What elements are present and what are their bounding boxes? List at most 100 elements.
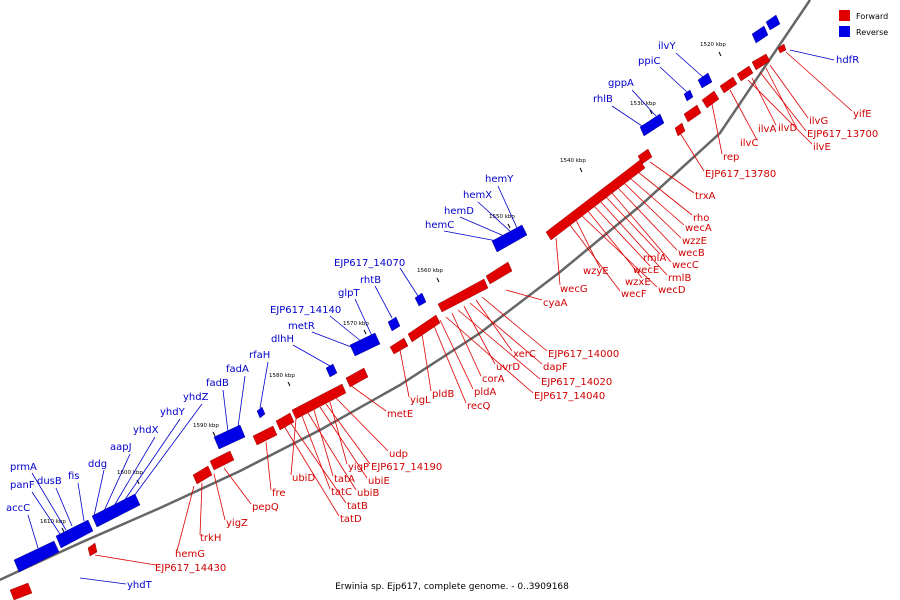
- leader-line: [199, 482, 203, 536]
- gene-block-reverse[interactable]: [491, 224, 528, 253]
- legend-swatch-forward: [839, 10, 850, 21]
- leader-line: [325, 403, 371, 465]
- leader-line: [433, 325, 467, 404]
- tick-label: 1590 kbp: [193, 423, 219, 429]
- tick-label: 1540 kbp: [560, 158, 586, 164]
- leader-line: [605, 196, 661, 255]
- gene-block-forward[interactable]: [87, 542, 98, 557]
- gene-block-forward[interactable]: [674, 122, 686, 137]
- leader-line: [311, 331, 355, 349]
- gene-label-tatB: tatB: [347, 501, 368, 512]
- gene-label-pldA: pldA: [474, 387, 496, 398]
- tick-label: 1600 kbp: [117, 470, 143, 476]
- gene-label-rho: rho: [693, 213, 709, 224]
- gene-label-yhdZ: yhdZ: [183, 392, 209, 403]
- gene-label-metE: metE: [387, 409, 413, 420]
- leader-line: [587, 210, 643, 279]
- gene-block-forward[interactable]: [389, 337, 409, 355]
- leader-line: [94, 554, 157, 566]
- gene-label-dlhH: dlhH: [271, 334, 294, 345]
- gene-block-reverse[interactable]: [683, 89, 694, 102]
- tick-label: 1550 kbp: [489, 214, 515, 220]
- genome-caption: Erwinia sp. Ejp617, complete genome. - 0…: [335, 582, 569, 592]
- gene-label-fis: fis: [68, 471, 80, 482]
- gene-block-reverse[interactable]: [91, 493, 141, 528]
- leader-line: [77, 482, 85, 522]
- gene-block-forward[interactable]: [485, 261, 513, 285]
- forward-leader-lines: [94, 51, 853, 566]
- gene-block-reverse[interactable]: [639, 113, 665, 137]
- leader-line: [329, 401, 348, 465]
- gene-label-udp: udp: [389, 449, 408, 460]
- gene-block-forward[interactable]: [407, 314, 441, 343]
- leader-line: [477, 201, 512, 233]
- gene-label-glpT: glpT: [338, 288, 360, 299]
- gene-label-rmlA: rmlA: [643, 253, 666, 264]
- leader-line: [123, 418, 181, 502]
- leader-line: [290, 418, 297, 476]
- gene-label-tatD: tatD: [340, 514, 362, 525]
- leader-line: [555, 237, 561, 286]
- gene-label-wecA: wecA: [685, 223, 712, 234]
- legend: Forward Reverse: [839, 10, 888, 37]
- gene-block-reverse[interactable]: [213, 424, 246, 450]
- gene-block-reverse[interactable]: [697, 72, 713, 89]
- gene-label-uvrD: uvrD: [496, 362, 520, 373]
- gene-label-rmlB: rmlB: [668, 273, 691, 284]
- gene-block-forward[interactable]: [777, 43, 787, 54]
- gene-label-gppA: gppA: [608, 78, 634, 89]
- gene-block-forward[interactable]: [291, 383, 347, 420]
- gene-block-forward[interactable]: [545, 159, 646, 241]
- gene-block-forward[interactable]: [275, 412, 295, 431]
- gene-block-reverse[interactable]: [55, 519, 94, 549]
- gene-label-panF: panF: [10, 480, 35, 491]
- gene-block-reverse[interactable]: [256, 406, 266, 419]
- gene-label-ejp617-14040: EJP617_14040: [534, 391, 605, 402]
- leader-line: [103, 453, 131, 512]
- gene-block-forward[interactable]: [701, 90, 720, 109]
- gene-block-forward[interactable]: [192, 465, 213, 485]
- gene-block-forward[interactable]: [252, 425, 278, 446]
- leader-line: [481, 296, 548, 352]
- tick-mark: [718, 51, 722, 57]
- leader-line: [349, 384, 387, 412]
- gene-label-yifE: yifE: [853, 109, 872, 120]
- gene-block-forward[interactable]: [751, 53, 771, 71]
- leader-line: [213, 473, 226, 521]
- leader-line: [649, 161, 695, 194]
- gene-block-reverse[interactable]: [765, 14, 781, 31]
- gene-block-forward[interactable]: [209, 450, 235, 471]
- gene-block-forward[interactable]: [736, 65, 754, 82]
- leader-line: [469, 302, 543, 365]
- gene-block-forward[interactable]: [9, 582, 33, 600]
- leader-line: [374, 285, 393, 319]
- tick-mark: [507, 223, 511, 229]
- gene-block-forward[interactable]: [345, 367, 369, 388]
- leader-line: [307, 412, 357, 491]
- gene-block-reverse[interactable]: [325, 363, 338, 378]
- leader-line: [354, 298, 373, 337]
- leader-line: [55, 487, 73, 527]
- gene-block-reverse[interactable]: [751, 25, 769, 44]
- leader-line: [765, 67, 796, 126]
- gene-block-reverse[interactable]: [13, 540, 60, 573]
- gene-label-ilvA: ilvA: [758, 124, 776, 135]
- leader-line: [319, 406, 368, 479]
- leader-line: [759, 71, 807, 132]
- gene-label-ilvE: ilvE: [813, 142, 831, 153]
- gene-block-forward[interactable]: [437, 278, 489, 313]
- leader-line: [31, 491, 61, 535]
- gene-block-reverse[interactable]: [349, 332, 381, 357]
- gene-block-forward[interactable]: [719, 76, 738, 94]
- leader-line: [283, 425, 340, 517]
- gene-block-reverse[interactable]: [414, 292, 427, 307]
- gene-block-forward[interactable]: [683, 104, 702, 123]
- tick-mark: [649, 109, 653, 115]
- tick-mark: [579, 167, 583, 173]
- gene-block-reverse[interactable]: [387, 316, 401, 332]
- leader-line: [445, 316, 534, 394]
- tick-mark: [136, 479, 140, 485]
- gene-label-wzzE: wzzE: [682, 236, 707, 247]
- leader-line: [399, 349, 410, 398]
